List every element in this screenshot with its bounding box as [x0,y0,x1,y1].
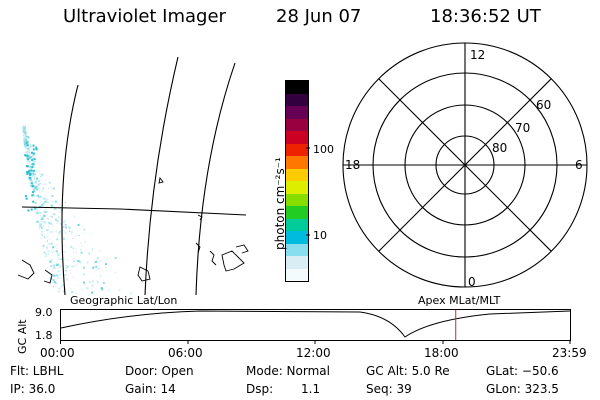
colorbar-segment [286,231,308,244]
polar-mlt-plot: 12 18 6 0 60 70 80 [342,42,588,289]
coastlines [17,176,249,284]
colorbar-segment [286,193,308,206]
colorbar-segment [286,156,308,169]
dsp-label: Dsp: [246,382,274,396]
altitude-curve [60,310,571,338]
longitude-line [144,56,179,295]
mlt-label-12: 12 [470,48,485,62]
colorbar-segment [286,256,308,269]
instrument-title: Ultraviolet Imager [63,6,226,27]
time-tick-0600: 06:00 [168,346,203,360]
gain-info: Gain: 14 [125,382,176,396]
gc-alt-info: GC Alt: 5.0 Re [366,364,450,378]
colorbar-segment [286,143,308,156]
time-tick-2359: 23:59 [552,346,587,360]
mlt-label-0: 0 [468,275,476,289]
altitude-max-label: 9.0 [35,306,53,319]
mlt-label-6: 6 [575,158,583,172]
geographic-map [17,56,249,295]
mlat-label-60: 60 [536,98,551,112]
mode-info: Mode: Normal [246,364,330,378]
colorbar-segment [286,268,308,281]
geographic-label: Geographic Lat/Lon [70,294,178,307]
altitude-axis-label: GC Alt [16,319,29,354]
time-tick-1800: 18:00 [424,346,459,360]
longitude-line [61,84,79,295]
altitude-min-label: 1.8 [35,329,53,342]
colorbar-label: photon cm⁻²s⁻¹ [273,157,287,250]
apex-label: Apex MLat/MLT [418,294,501,307]
glon-info: GLon: 323.5 [486,382,559,396]
colorbar-segment [286,243,308,256]
colorbar-segment [286,206,308,219]
seq-info: Seq: 39 [366,382,412,396]
meridian-diagonal [378,78,552,252]
mlat-label-70: 70 [515,121,530,135]
time-tick-1200: 12:00 [296,346,331,360]
colorbar-segment [286,81,308,94]
colorbar-tick-100: 100 [313,143,334,156]
filter-info: Flt: LBHL [10,364,64,378]
colorbar-segment [286,181,308,194]
altitude-plot [60,309,571,344]
aurora-emission-dots [22,125,133,295]
ip-info: IP: 36.0 [10,382,56,396]
colorbar-tick-marks [306,147,310,236]
time-tick-0000: 00:00 [40,346,75,360]
glat-info: GLat: −50.6 [486,364,559,378]
colorbar-segment [286,131,308,144]
door-info: Door: Open [125,364,194,378]
colorbar-segment [286,218,308,231]
dsp-value: 1.1 [301,382,321,396]
colorbar-segment [286,93,308,106]
mlat-label-80: 80 [492,141,507,155]
date-label: 28 Jun 07 [276,6,362,27]
colorbar-segment [286,168,308,181]
colorbar [285,80,309,282]
latitude-line [21,206,247,216]
colorbar-tick-10: 10 [313,229,327,242]
time-label: 18:36:52 UT [430,6,541,27]
colorbar-segment [286,118,308,131]
mlt-label-18: 18 [345,158,360,172]
colorbar-segment [286,106,308,119]
longitude-line [195,62,236,295]
